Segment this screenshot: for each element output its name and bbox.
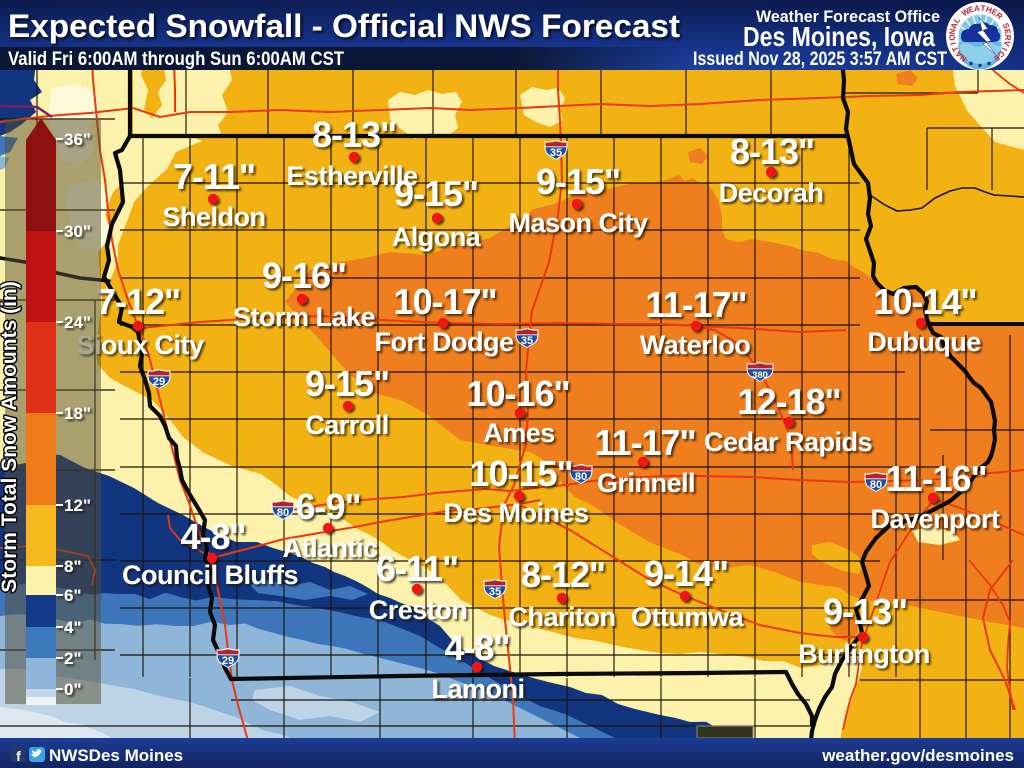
svg-text:O: O — [948, 34, 957, 41]
svg-text:9-15": 9-15" — [394, 173, 478, 214]
svg-text:C: C — [996, 49, 1007, 59]
svg-text:10-16": 10-16" — [466, 373, 569, 414]
svg-text:Waterloo: Waterloo — [640, 330, 751, 360]
svg-text:f: f — [16, 748, 21, 764]
svg-text:10-14": 10-14" — [873, 281, 976, 322]
svg-text:6-9": 6-9" — [295, 486, 360, 527]
svg-text:80: 80 — [870, 479, 882, 491]
svg-text:I: I — [949, 41, 958, 46]
svg-text:8-12": 8-12" — [521, 554, 605, 595]
svg-text:Burlington: Burlington — [798, 639, 929, 669]
svg-text:6-11": 6-11" — [376, 548, 458, 589]
svg-text:Issued Nov 28, 2025 3:57 AM CS: Issued Nov 28, 2025 3:57 AM CST — [693, 49, 947, 70]
svg-text:36": 36" — [64, 130, 91, 149]
svg-text:35: 35 — [521, 335, 533, 347]
svg-text:N: N — [948, 28, 958, 35]
svg-text:N: N — [958, 53, 968, 64]
svg-text:30": 30" — [64, 222, 91, 241]
svg-text:Valid Fri 6:00AM through Sun 6: Valid Fri 6:00AM through Sun 6:00AM CST — [8, 49, 344, 70]
svg-text:4-8": 4-8" — [180, 516, 245, 557]
svg-text:weather.gov/desmoines: weather.gov/desmoines — [821, 746, 1014, 765]
svg-text:2": 2" — [64, 649, 82, 668]
svg-text:T: T — [980, 4, 986, 13]
svg-text:29: 29 — [153, 376, 165, 388]
svg-text:Ames: Ames — [483, 418, 555, 448]
svg-text:Carroll: Carroll — [305, 410, 389, 440]
svg-text:9-15": 9-15" — [305, 363, 389, 404]
svg-text:11-17": 11-17" — [594, 422, 695, 463]
svg-text:E: E — [1002, 28, 1012, 35]
svg-text:Grinnell: Grinnell — [597, 468, 695, 498]
svg-text:Dubuque: Dubuque — [867, 327, 981, 357]
svg-text:80: 80 — [277, 507, 289, 519]
svg-text:9-14": 9-14" — [644, 553, 728, 594]
svg-text:Estherville: Estherville — [286, 161, 418, 191]
svg-text:10-15": 10-15" — [469, 453, 572, 494]
svg-text:Davenport: Davenport — [870, 504, 1000, 534]
svg-text:T: T — [950, 45, 960, 54]
svg-text:Algona: Algona — [392, 222, 482, 252]
svg-text:Ottumwa: Ottumwa — [631, 602, 744, 632]
svg-text:8": 8" — [64, 557, 82, 576]
svg-text:11-16": 11-16" — [885, 458, 986, 499]
svg-text:9-16": 9-16" — [262, 255, 346, 296]
svg-text:12": 12" — [64, 496, 91, 515]
svg-text:29: 29 — [222, 655, 234, 667]
svg-text:18": 18" — [64, 404, 91, 423]
svg-text:380: 380 — [752, 370, 768, 381]
svg-text:9-13": 9-13" — [823, 591, 907, 632]
svg-text:L: L — [952, 16, 962, 25]
svg-text:Decorah: Decorah — [719, 178, 824, 208]
svg-text:7-11": 7-11" — [173, 156, 255, 197]
svg-text:W: W — [960, 6, 971, 18]
svg-text:R: R — [1003, 34, 1012, 41]
svg-text:35: 35 — [550, 147, 562, 159]
svg-text:7-12": 7-12" — [96, 281, 180, 322]
svg-text:Fort Dodge: Fort Dodge — [375, 327, 514, 357]
svg-text:11-17": 11-17" — [645, 284, 746, 325]
svg-text:Council Bluffs: Council Bluffs — [122, 560, 298, 590]
svg-text:Sheldon: Sheldon — [163, 202, 266, 232]
svg-text:12-18": 12-18" — [737, 381, 840, 422]
svg-text:H: H — [985, 5, 994, 15]
svg-text:V: V — [1001, 40, 1011, 48]
svg-text:24": 24" — [64, 313, 91, 332]
svg-text:10-17": 10-17" — [393, 281, 496, 322]
svg-text:Des Moines, Iowa: Des Moines, Iowa — [743, 21, 935, 52]
svg-text:0": 0" — [64, 680, 82, 699]
svg-text:S: S — [1001, 22, 1012, 31]
svg-text:A: A — [949, 21, 960, 30]
svg-text:Atlantic: Atlantic — [282, 533, 377, 563]
svg-text:80: 80 — [575, 471, 587, 483]
svg-text:Cedar Rapids: Cedar Rapids — [704, 427, 872, 457]
svg-text:A: A — [954, 49, 965, 59]
svg-text:4": 4" — [64, 618, 82, 637]
svg-text:8-13": 8-13" — [730, 131, 814, 172]
svg-text:A: A — [974, 4, 981, 14]
svg-text:R: R — [994, 11, 1005, 22]
svg-text:Chariton: Chariton — [509, 602, 616, 632]
svg-text:Expected Snowfall - Official N: Expected Snowfall - Official NWS Forecas… — [8, 8, 680, 44]
svg-text:Storm Lake: Storm Lake — [233, 302, 376, 332]
svg-text:I: I — [1000, 46, 1009, 52]
svg-text:8-13": 8-13" — [312, 114, 396, 155]
svg-text:35: 35 — [489, 586, 501, 598]
svg-text:E: E — [991, 53, 1001, 64]
svg-text:Weather Forecast Office: Weather Forecast Office — [756, 7, 940, 26]
svg-text:4-8": 4-8" — [444, 627, 509, 668]
svg-text:Creston: Creston — [369, 595, 468, 625]
svg-text:E: E — [990, 7, 1000, 18]
svg-text:NWSDes Moines: NWSDes Moines — [49, 746, 183, 765]
svg-text:E: E — [967, 4, 976, 14]
svg-text:9-15": 9-15" — [536, 161, 620, 202]
svg-text:Mason City: Mason City — [508, 208, 648, 238]
svg-text:Storm Total Snow Amounts (in): Storm Total Snow Amounts (in) — [0, 281, 21, 592]
svg-text:Lamoni: Lamoni — [431, 674, 524, 704]
svg-text:6": 6" — [64, 586, 82, 605]
svg-text:Des Moines: Des Moines — [443, 498, 588, 528]
